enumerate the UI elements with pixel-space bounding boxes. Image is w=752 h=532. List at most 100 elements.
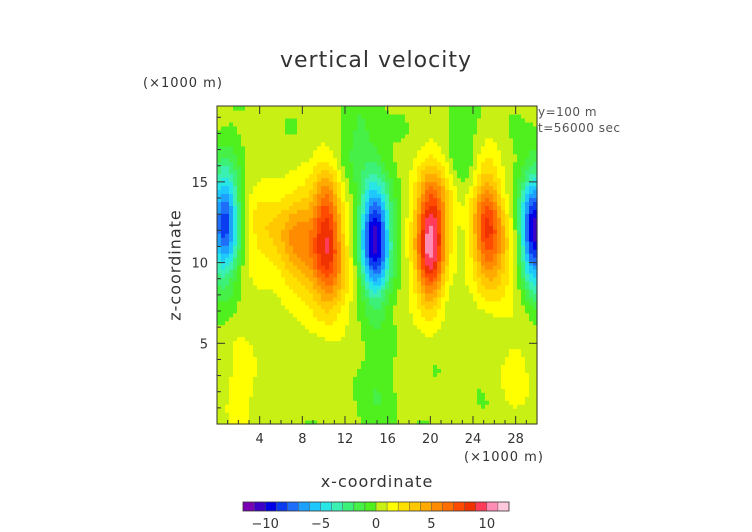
- heatmap-cell: [405, 380, 410, 385]
- heatmap-cell: [273, 229, 278, 234]
- heatmap-cell: [353, 396, 358, 401]
- heatmap-cell: [409, 404, 414, 409]
- heatmap-cell: [301, 197, 306, 202]
- heatmap-cell: [313, 296, 318, 302]
- heatmap-cell: [373, 165, 378, 171]
- heatmap-cell: [413, 181, 418, 187]
- heatmap-cell: [329, 304, 334, 310]
- heatmap-cell: [397, 368, 402, 373]
- heatmap-cell: [377, 404, 382, 409]
- heatmap-cell: [229, 380, 234, 385]
- heatmap-cell: [269, 308, 274, 314]
- heatmap-cell: [233, 109, 238, 115]
- heatmap-cell: [433, 261, 438, 266]
- heatmap-cell: [301, 237, 306, 242]
- heatmap-cell: [245, 304, 250, 310]
- heatmap-cell: [381, 360, 386, 365]
- heatmap-cell: [417, 161, 422, 167]
- heatmap-cell: [341, 197, 346, 202]
- heatmap-cell: [401, 292, 406, 298]
- heatmap-cell: [217, 265, 222, 270]
- heatmap-cell: [421, 229, 426, 234]
- heatmap-cell: [385, 316, 390, 322]
- heatmap-cell: [305, 400, 310, 405]
- heatmap-cell: [325, 392, 330, 397]
- heatmap-cell: [421, 304, 426, 310]
- heatmap-cell: [421, 253, 426, 258]
- heatmap-cell: [433, 420, 438, 425]
- heatmap-cell: [457, 288, 462, 294]
- heatmap-cell: [425, 376, 430, 381]
- heatmap-cell: [333, 221, 338, 226]
- heatmap-cell: [385, 344, 390, 350]
- heatmap-cell: [261, 165, 266, 171]
- heatmap-cell: [217, 141, 222, 147]
- heatmap-cell: [397, 209, 402, 214]
- heatmap-cell: [217, 129, 222, 135]
- heatmap-cell: [293, 237, 298, 242]
- heatmap-cell: [301, 420, 306, 425]
- heatmap-cell: [285, 249, 290, 254]
- heatmap-cell: [397, 352, 402, 358]
- heatmap-cell: [465, 312, 470, 318]
- heatmap-cell: [313, 121, 318, 127]
- heatmap-cell: [421, 368, 426, 373]
- heatmap-cell: [377, 169, 382, 175]
- heatmap-cell: [297, 181, 302, 187]
- heatmap-cell: [377, 201, 382, 206]
- heatmap-cell: [317, 408, 322, 413]
- heatmap-cell: [453, 420, 458, 425]
- heatmap-cell: [221, 380, 226, 385]
- heatmap-cell: [393, 340, 398, 346]
- heatmap-cell: [381, 209, 386, 214]
- heatmap-cell: [305, 145, 310, 151]
- heatmap-cell: [437, 117, 442, 123]
- heatmap-cell: [233, 288, 238, 294]
- heatmap-cell: [337, 153, 342, 159]
- heatmap-cell: [389, 284, 394, 290]
- heatmap-cell: [389, 233, 394, 238]
- heatmap-cell: [369, 380, 374, 385]
- heatmap-cell: [417, 185, 422, 191]
- heatmap-cell: [285, 229, 290, 234]
- heatmap-cell: [385, 177, 390, 183]
- heatmap-cell: [325, 312, 330, 318]
- heatmap-cell: [237, 364, 242, 369]
- heatmap-cell: [357, 106, 362, 111]
- heatmap-cell: [425, 177, 430, 183]
- heatmap-cell: [345, 396, 350, 401]
- heatmap-cell: [281, 348, 286, 354]
- heatmap-cell: [409, 288, 414, 294]
- heatmap-cell: [393, 265, 398, 270]
- heatmap-cell: [389, 213, 394, 218]
- heatmap-cell: [373, 324, 378, 330]
- heatmap-cell: [297, 217, 302, 222]
- heatmap-cell: [273, 253, 278, 258]
- heatmap-cell: [265, 412, 270, 417]
- heatmap-cell: [401, 420, 406, 425]
- heatmap-cell: [417, 344, 422, 350]
- heatmap-cell: [313, 416, 318, 421]
- heatmap-cell: [429, 276, 434, 282]
- heatmap-cell: [237, 117, 242, 123]
- heatmap-cell: [433, 396, 438, 401]
- heatmap-cell: [377, 225, 382, 230]
- heatmap-cell: [289, 336, 294, 342]
- heatmap-cell: [445, 109, 450, 115]
- heatmap-cell: [233, 308, 238, 314]
- heatmap-cell: [237, 185, 242, 191]
- heatmap-cell: [337, 304, 342, 310]
- heatmap-cell: [401, 416, 406, 421]
- heatmap-cell: [445, 177, 450, 183]
- heatmap-cell: [301, 225, 306, 230]
- heatmap-cell: [257, 193, 262, 199]
- heatmap-cell: [381, 213, 386, 218]
- heatmap-cell: [321, 272, 326, 278]
- heatmap-cell: [453, 117, 458, 123]
- heatmap-cell: [385, 336, 390, 342]
- heatmap-cell: [405, 153, 410, 159]
- heatmap-cell: [257, 360, 262, 365]
- heatmap-cell: [441, 217, 446, 222]
- heatmap-cell: [433, 189, 438, 195]
- heatmap-cell: [221, 225, 226, 230]
